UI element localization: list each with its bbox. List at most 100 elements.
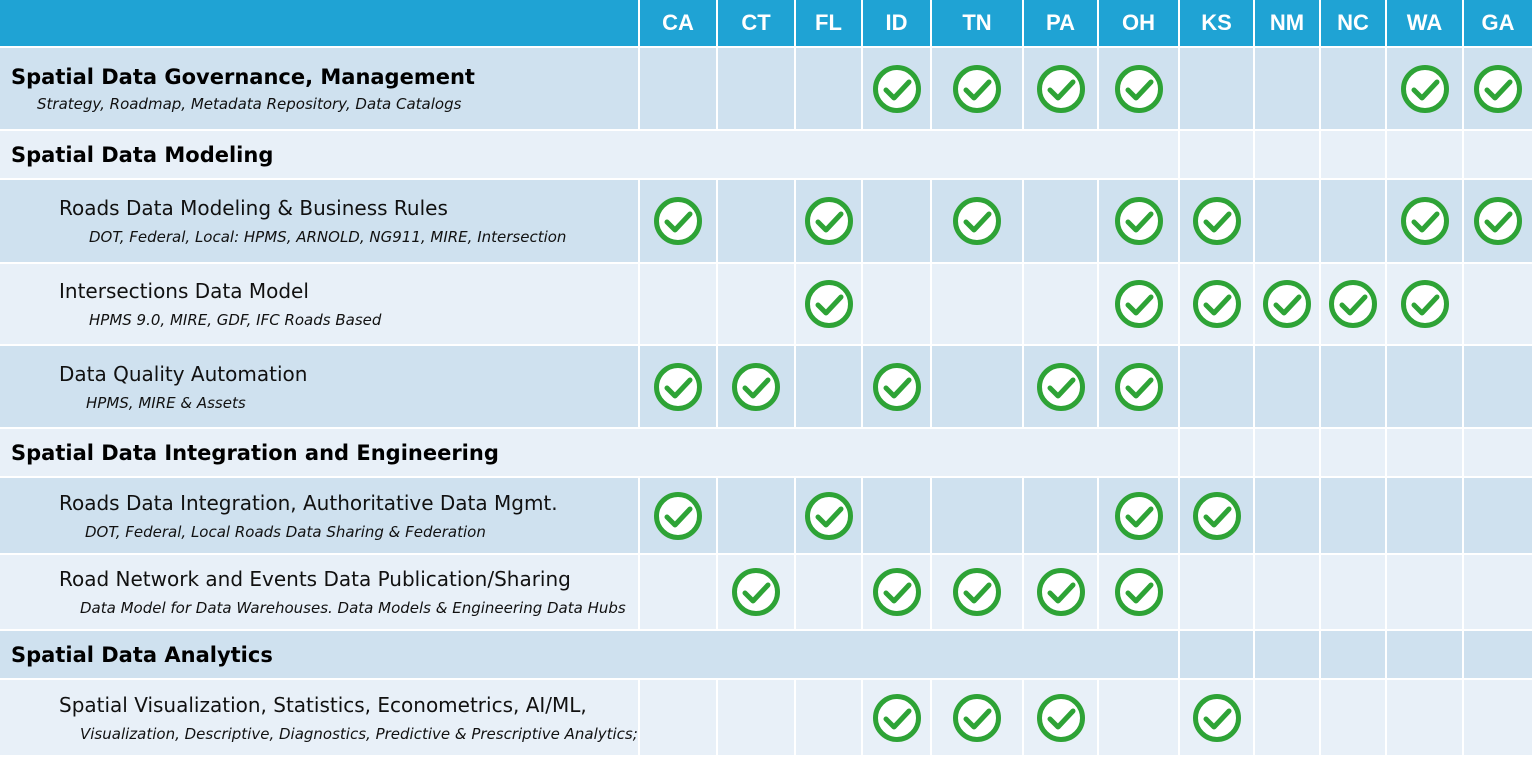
row-label: Spatial Visualization, Statistics, Econo… — [0, 680, 640, 757]
check-icon — [1192, 491, 1241, 540]
empty-cell — [1387, 131, 1464, 180]
row-description: HPMS 9.0, MIRE, GDF, IFC Roads Based — [89, 311, 382, 329]
empty-cell — [1255, 631, 1321, 680]
check-icon — [1036, 693, 1085, 742]
cell-wa — [1387, 680, 1464, 757]
check-icon — [1114, 280, 1163, 328]
column-header-oh: OH — [1099, 0, 1180, 48]
row-label: Data Quality Automation HPMS, MIRE & Asse… — [0, 346, 640, 429]
cell-nc — [1321, 264, 1387, 346]
cell-wa — [1387, 346, 1464, 429]
cell-nm — [1255, 478, 1321, 555]
row-title: Intersections Data Model — [59, 279, 309, 303]
cell-oh — [1099, 680, 1180, 757]
check-icon — [953, 64, 1001, 113]
check-icon — [872, 64, 921, 113]
cell-wa — [1387, 180, 1464, 264]
check-icon — [804, 280, 853, 328]
check-icon — [1036, 568, 1085, 616]
row-description: DOT, Federal, Local Roads Data Sharing &… — [85, 522, 486, 541]
empty-cell — [1255, 429, 1321, 478]
column-header-wa: WA — [1387, 0, 1464, 48]
check-icon — [732, 362, 780, 411]
cell-nc — [1321, 48, 1387, 131]
cell-wa — [1387, 478, 1464, 555]
cell-ct — [718, 180, 796, 264]
cell-pa — [1024, 48, 1099, 131]
check-icon — [1114, 362, 1163, 411]
column-header-ca: CA — [640, 0, 718, 48]
cell-ca — [640, 264, 718, 346]
section-title: Spatial Data Analytics — [11, 642, 273, 667]
check-icon — [953, 568, 1001, 616]
empty-cell — [1255, 131, 1321, 180]
cell-nc — [1321, 180, 1387, 264]
check-icon — [1400, 280, 1449, 328]
cell-id — [863, 555, 932, 631]
cell-oh — [1099, 264, 1180, 346]
check-icon — [1329, 280, 1377, 328]
section-header: Spatial Data Analytics — [0, 631, 1180, 680]
cell-nm — [1255, 555, 1321, 631]
cell-pa — [1024, 478, 1099, 555]
cell-nm — [1255, 680, 1321, 757]
empty-cell — [1180, 131, 1255, 180]
check-icon — [872, 362, 921, 411]
cell-ct — [718, 680, 796, 757]
cell-tn — [932, 680, 1024, 757]
check-icon — [872, 568, 921, 616]
check-icon — [654, 197, 702, 245]
cell-ga — [1464, 48, 1534, 131]
empty-cell — [1387, 429, 1464, 478]
column-header-pa: PA — [1024, 0, 1099, 48]
row-label: Roads Data Integration, Authoritative Da… — [0, 478, 640, 555]
cell-ca — [640, 478, 718, 555]
check-icon — [1400, 197, 1449, 245]
cell-ca — [640, 680, 718, 757]
cell-fl — [796, 264, 863, 346]
row-description: HPMS, MIRE & Assets — [86, 393, 246, 412]
row-title: Spatial Visualization, Statistics, Econo… — [59, 692, 587, 717]
section-title: Spatial Data Integration and Engineering — [11, 440, 499, 465]
column-header-ga: GA — [1464, 0, 1534, 48]
cell-ks — [1180, 555, 1255, 631]
cell-oh — [1099, 478, 1180, 555]
column-header-nm: NM — [1255, 0, 1321, 48]
column-header-ks: KS — [1180, 0, 1255, 48]
cell-tn — [932, 555, 1024, 631]
cell-ks — [1180, 346, 1255, 429]
cell-wa — [1387, 264, 1464, 346]
row-title: Spatial Data Governance, Management — [11, 64, 475, 89]
check-icon — [1114, 568, 1163, 616]
row-label: Road Network and Events Data Publication… — [0, 555, 640, 631]
cell-ca — [640, 48, 718, 131]
cell-tn — [932, 478, 1024, 555]
cell-ca — [640, 555, 718, 631]
cell-nm — [1255, 346, 1321, 429]
cell-ks — [1180, 680, 1255, 757]
empty-cell — [1180, 631, 1255, 680]
cell-tn — [932, 264, 1024, 346]
row-description: Data Model for Data Warehouses. Data Mod… — [80, 599, 626, 617]
column-header-nc: NC — [1321, 0, 1387, 48]
row-title: Roads Data Modeling & Business Rules — [59, 196, 448, 220]
check-icon — [804, 197, 853, 245]
check-icon — [1036, 362, 1085, 411]
check-icon — [654, 362, 702, 411]
cell-ga — [1464, 264, 1534, 346]
cell-ks — [1180, 478, 1255, 555]
empty-cell — [1180, 429, 1255, 478]
row-label: Roads Data Modeling & Business Rules DOT,… — [0, 180, 640, 264]
empty-cell — [1321, 429, 1387, 478]
cell-oh — [1099, 48, 1180, 131]
check-icon — [1474, 64, 1522, 113]
cell-fl — [796, 555, 863, 631]
cell-ct — [718, 478, 796, 555]
cell-nm — [1255, 264, 1321, 346]
cell-nm — [1255, 180, 1321, 264]
cell-id — [863, 346, 932, 429]
cell-ks — [1180, 264, 1255, 346]
check-icon — [1192, 280, 1241, 328]
column-header-id: ID — [863, 0, 932, 48]
cell-ga — [1464, 478, 1534, 555]
